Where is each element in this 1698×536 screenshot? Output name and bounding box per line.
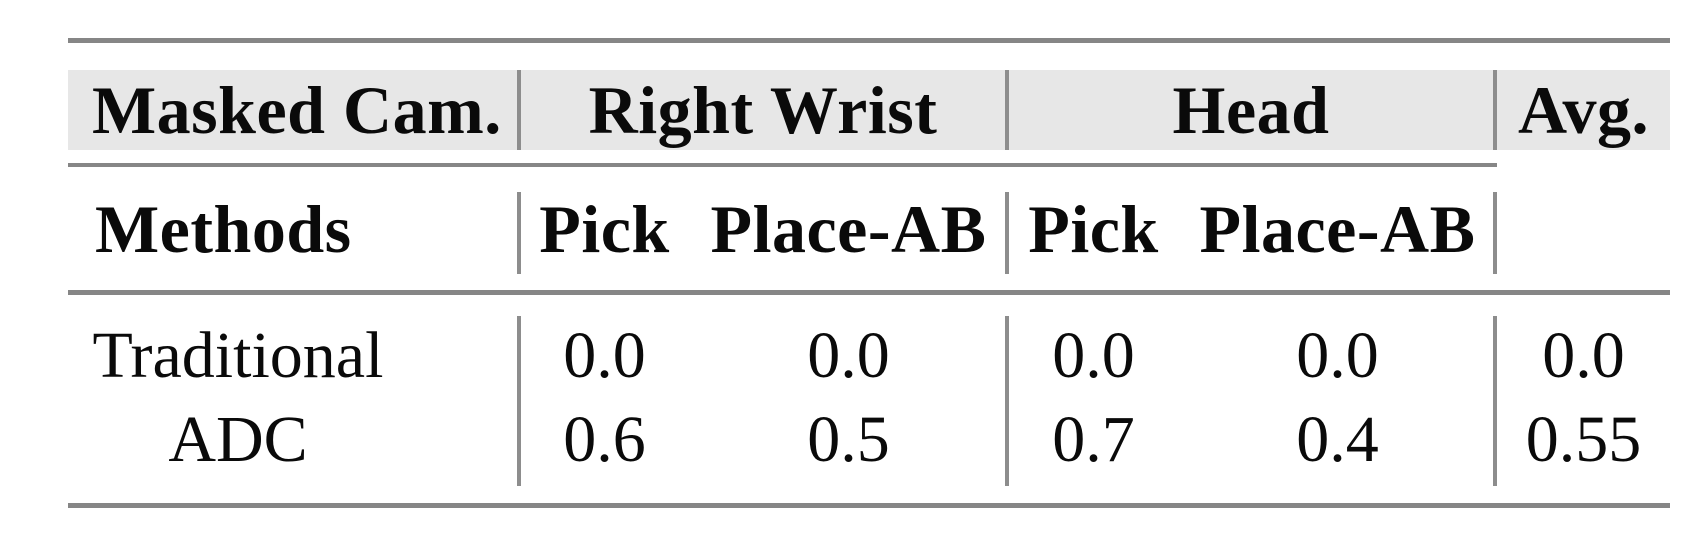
row-adc-rw-pick: 0.6 (563, 403, 646, 476)
header-masked-cam: Masked Cam. (92, 72, 502, 148)
row-adc-avg: 0.55 (1525, 403, 1642, 476)
table-header-body-rule (68, 290, 1670, 295)
header-rw-place-ab: Place-AB (710, 190, 987, 267)
table-partial-midrule (68, 163, 1497, 167)
row-traditional-rw-place-ab: 0.0 (807, 319, 890, 392)
header-group-head: Head (1172, 72, 1330, 148)
vline-col3-body (1493, 316, 1497, 486)
header-head-pick: Pick (1028, 190, 1159, 267)
vline-col1-header1 (517, 70, 521, 150)
header-group-right-wrist: Right Wrist (588, 72, 938, 148)
vline-col3-header1 (1493, 70, 1497, 150)
row-traditional-head-place-ab: 0.0 (1296, 319, 1379, 392)
vline-col2-header1 (1005, 70, 1009, 150)
row-adc-head-pick: 0.7 (1052, 403, 1135, 476)
table-top-rule (68, 38, 1670, 43)
vline-col1-header2 (517, 192, 521, 274)
vline-col1-body (517, 316, 521, 486)
header-row1-background (68, 70, 1670, 150)
vline-col3-header2 (1493, 192, 1497, 274)
header-head-place-ab: Place-AB (1199, 190, 1476, 267)
header-methods: Methods (95, 190, 352, 267)
vline-col2-header2 (1005, 192, 1009, 274)
header-avg: Avg. (1517, 72, 1650, 148)
row-traditional-avg: 0.0 (1542, 319, 1625, 392)
row-traditional-head-pick: 0.0 (1052, 319, 1135, 392)
row-adc-head-place-ab: 0.4 (1296, 403, 1379, 476)
vline-col2-body (1005, 316, 1009, 486)
row-adc-method: ADC (168, 403, 308, 476)
row-adc-rw-place-ab: 0.5 (807, 403, 890, 476)
table-bottom-rule (68, 503, 1670, 508)
row-traditional-rw-pick: 0.0 (563, 319, 646, 392)
row-traditional-method: Traditional (92, 319, 384, 392)
header-rw-pick: Pick (539, 190, 670, 267)
